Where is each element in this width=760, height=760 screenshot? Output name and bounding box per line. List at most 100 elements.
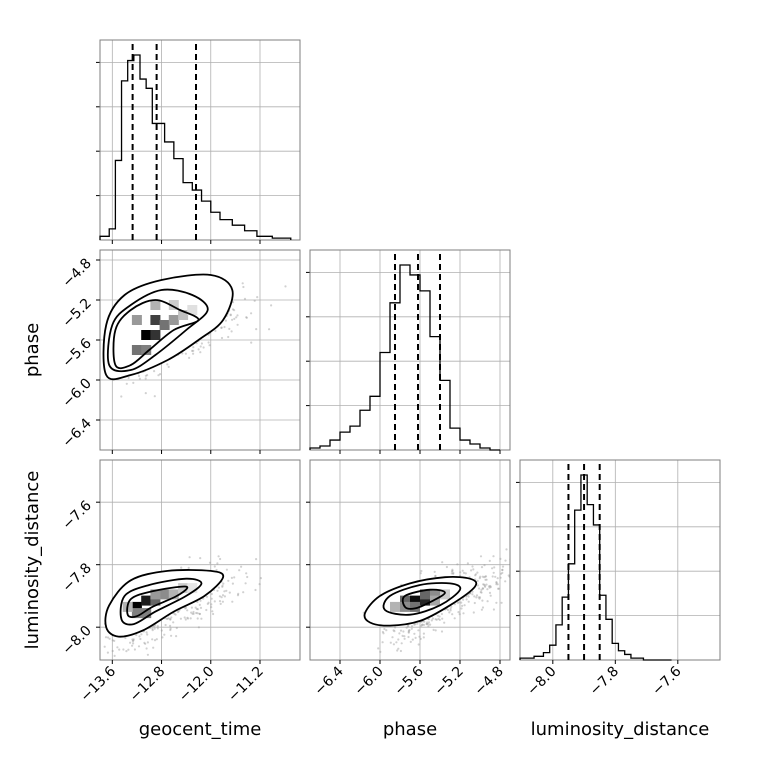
contour-level-0 bbox=[401, 588, 446, 610]
sample-point bbox=[223, 325, 226, 329]
x-tick-label-phase: −4.8 bbox=[471, 664, 506, 699]
sample-point bbox=[425, 623, 428, 626]
sample-point bbox=[382, 632, 385, 635]
sample-point bbox=[501, 568, 504, 572]
hist-geocent_time-frame bbox=[99, 39, 301, 241]
sample-point bbox=[221, 584, 224, 587]
sample-point bbox=[472, 611, 475, 614]
sample-point bbox=[440, 612, 443, 616]
sample-point bbox=[223, 595, 226, 598]
joint-panel-phase-luminosity_distance: −6.4 −6.0 −5.6 −5.2 −4.8 bbox=[306, 459, 517, 699]
sample-point bbox=[483, 576, 486, 579]
sample-point bbox=[451, 568, 454, 571]
x-tick-label-luminosity_distance: −7.8 bbox=[587, 664, 622, 699]
sample-point bbox=[456, 601, 459, 605]
sample-point bbox=[430, 619, 433, 622]
sample-point bbox=[259, 577, 262, 580]
sample-point bbox=[122, 648, 125, 651]
sample-point bbox=[236, 594, 240, 597]
sample-point bbox=[499, 576, 502, 579]
sample-point bbox=[151, 629, 154, 632]
sample-point bbox=[488, 586, 491, 589]
hist-phase-frame bbox=[309, 249, 511, 451]
y-axis-label-luminosity_distance: luminosity_distance bbox=[22, 471, 43, 650]
sample-point bbox=[253, 299, 256, 302]
sample-point bbox=[464, 572, 467, 575]
sample-point bbox=[446, 608, 450, 612]
sample-point bbox=[218, 600, 222, 603]
sample-point bbox=[379, 650, 382, 654]
sample-point bbox=[407, 635, 410, 639]
sample-point bbox=[463, 604, 466, 607]
sample-point bbox=[137, 374, 141, 378]
sample-point bbox=[132, 642, 135, 645]
sample-point bbox=[492, 555, 495, 558]
sample-point bbox=[227, 335, 230, 339]
sample-point bbox=[191, 612, 194, 615]
y-tick-label-phase: −5.6 bbox=[59, 335, 94, 370]
sample-point bbox=[504, 580, 507, 583]
sample-point bbox=[157, 374, 160, 377]
sample-point bbox=[449, 607, 452, 610]
sample-point bbox=[180, 566, 183, 569]
density-cell bbox=[390, 601, 400, 612]
sample-point bbox=[481, 587, 485, 590]
sample-point bbox=[484, 578, 487, 581]
density-cell bbox=[440, 589, 450, 600]
contour-level-0 bbox=[126, 585, 189, 619]
sample-point bbox=[177, 610, 180, 613]
sample-point bbox=[501, 568, 504, 572]
sample-point bbox=[202, 346, 205, 349]
sample-point bbox=[100, 663, 102, 665]
density-cell bbox=[178, 583, 189, 594]
x-tick-label-phase: −5.6 bbox=[391, 663, 426, 698]
sample-point bbox=[515, 578, 517, 580]
sample-point bbox=[231, 582, 234, 585]
x-axis-label-phase: phase bbox=[383, 719, 437, 740]
sample-point bbox=[108, 637, 111, 640]
sample-point bbox=[176, 610, 179, 614]
sample-point bbox=[219, 557, 222, 561]
sample-point bbox=[210, 592, 213, 596]
sample-point bbox=[437, 617, 440, 621]
sample-point bbox=[441, 617, 444, 620]
sample-point bbox=[169, 627, 172, 630]
sample-point bbox=[169, 618, 172, 621]
sample-point bbox=[196, 617, 199, 620]
sample-point bbox=[163, 633, 166, 636]
sample-point bbox=[407, 631, 410, 634]
sample-point bbox=[420, 624, 423, 628]
sample-point bbox=[198, 612, 201, 616]
histogram-panel-luminosity_distance: −8.0 −7.8 −7.6 bbox=[516, 459, 721, 699]
sample-point bbox=[140, 633, 143, 636]
histogram-series-phase bbox=[309, 264, 500, 451]
joint-contents bbox=[100, 555, 262, 665]
sample-point bbox=[197, 348, 200, 351]
sample-point bbox=[438, 618, 441, 622]
sample-point bbox=[403, 637, 406, 640]
sample-point bbox=[153, 370, 156, 373]
sample-point bbox=[255, 328, 258, 331]
sample-point bbox=[462, 571, 466, 575]
density-cell bbox=[420, 595, 430, 606]
sample-point bbox=[192, 352, 195, 355]
sample-point bbox=[475, 596, 478, 599]
sample-point bbox=[186, 617, 190, 620]
sample-point bbox=[127, 376, 130, 380]
sample-point bbox=[449, 609, 452, 612]
sample-point bbox=[394, 626, 397, 629]
sample-point bbox=[106, 651, 109, 654]
sample-point bbox=[210, 606, 213, 609]
sample-point bbox=[145, 647, 148, 650]
sample-point bbox=[452, 571, 455, 575]
density-cell bbox=[187, 583, 198, 594]
sample-point bbox=[146, 653, 149, 656]
sample-point bbox=[421, 623, 424, 626]
sample-point bbox=[254, 588, 257, 592]
sample-point bbox=[427, 622, 430, 626]
sample-point bbox=[159, 373, 162, 376]
sample-point bbox=[113, 654, 116, 658]
sample-point bbox=[138, 635, 141, 638]
sample-point bbox=[205, 608, 208, 612]
sample-point bbox=[143, 641, 146, 645]
